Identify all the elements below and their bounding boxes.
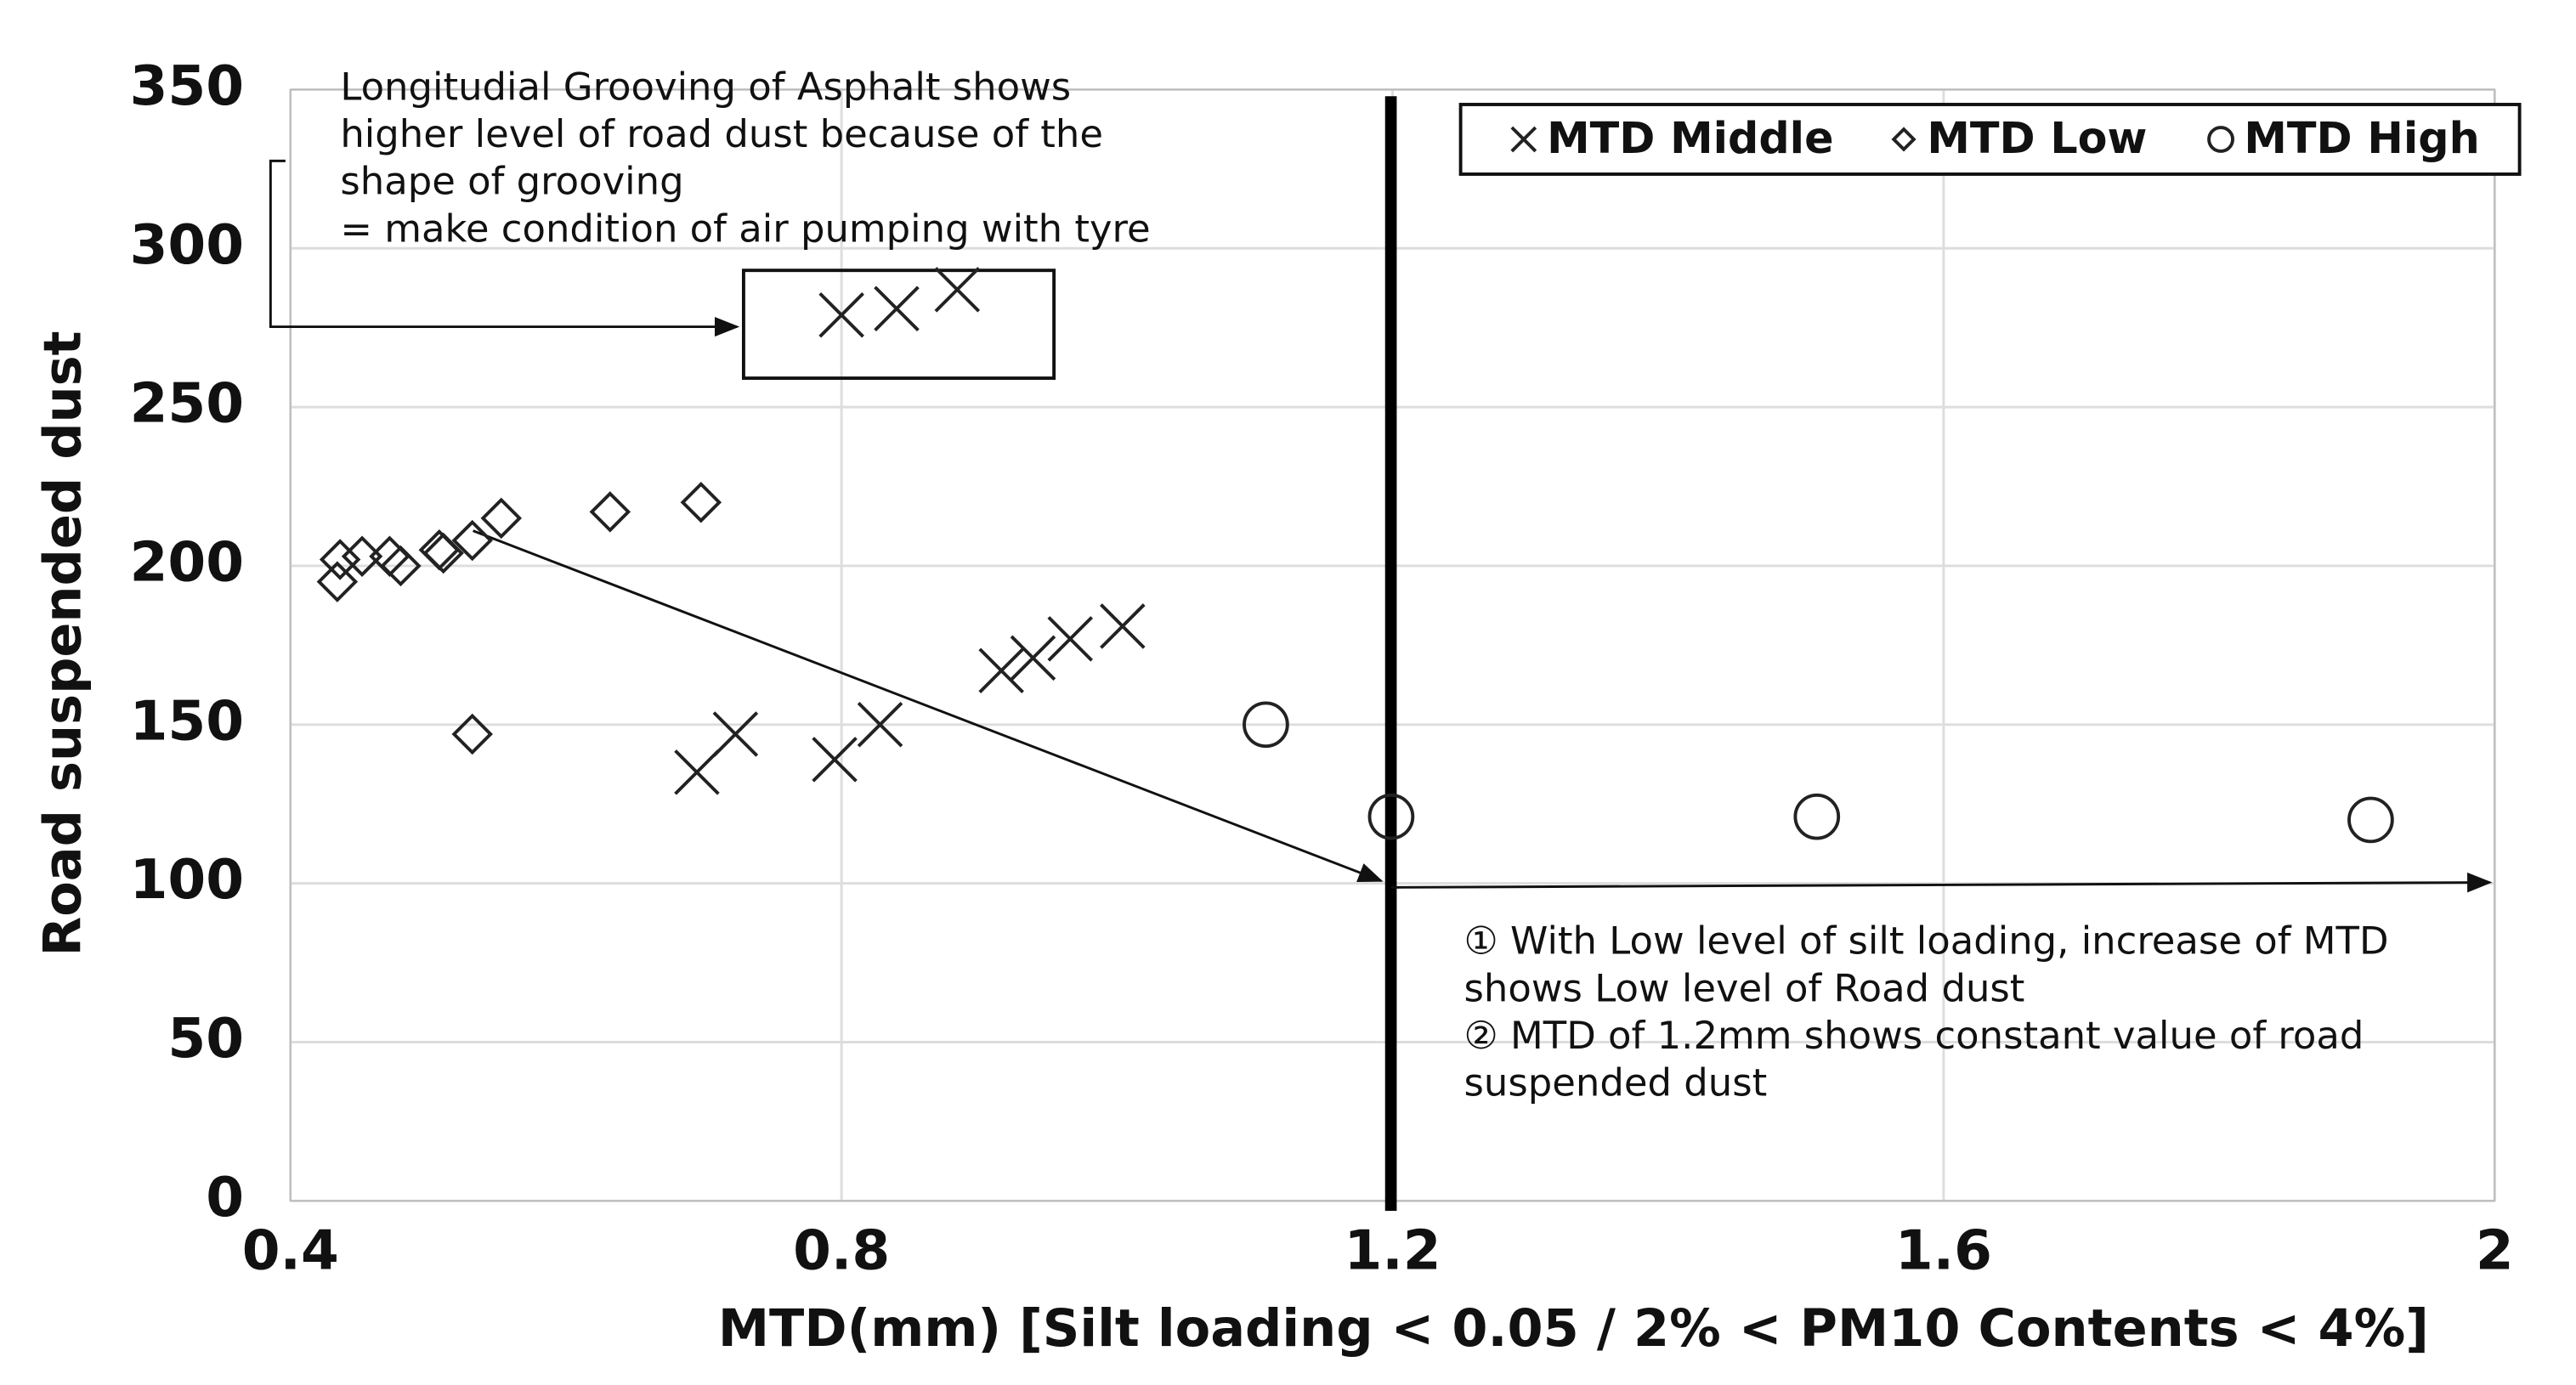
diamond-marker xyxy=(451,519,493,562)
highlight-box xyxy=(741,269,1056,381)
x-marker xyxy=(857,702,903,748)
trend-arrow xyxy=(473,529,1384,883)
annotation-text: Longitudial Grooving of Asphalt shows xyxy=(340,64,1071,109)
y-tick-label: 50 xyxy=(167,1007,244,1071)
circle-marker xyxy=(2347,796,2394,844)
legend-box xyxy=(1458,103,2522,176)
x-marker xyxy=(818,291,864,338)
y-axis-label: Road suspended dust xyxy=(34,331,93,956)
y-tick-label: 150 xyxy=(130,689,245,753)
diamond-marker xyxy=(680,481,722,523)
annotation-text: shape of grooving xyxy=(340,159,683,204)
y-tick-label: 100 xyxy=(130,848,245,912)
x-tick-label: 2 xyxy=(2476,1218,2514,1282)
x-marker xyxy=(934,267,981,313)
diamond-marker xyxy=(422,532,464,574)
annotation-text: = make condition of air pumping with tyr… xyxy=(340,206,1150,251)
marks xyxy=(316,267,2394,844)
x-tick-label: 1.6 xyxy=(1895,1218,1992,1282)
x-marker xyxy=(1047,616,1094,662)
x-marker xyxy=(978,647,1024,694)
x-marker xyxy=(1010,635,1056,681)
legend-label: MTD Middle xyxy=(1547,113,1833,163)
legend-symbol xyxy=(1891,127,1916,152)
x-marker xyxy=(712,711,759,757)
diamond-marker xyxy=(480,497,523,540)
annotation-arrow xyxy=(269,159,740,337)
annotation-text: ② MTD of 1.2mm shows constant value of r… xyxy=(1464,1013,2364,1058)
x-marker xyxy=(812,737,858,783)
diamond-marker xyxy=(589,491,631,533)
diamond-marker xyxy=(341,535,383,577)
y-tick-label: 200 xyxy=(130,531,245,595)
legend-label: MTD Low xyxy=(1927,113,2147,163)
x-marker xyxy=(674,749,720,795)
x-tick-label: 1.2 xyxy=(1344,1218,1441,1282)
diamond-marker xyxy=(451,713,493,755)
y-tick-label: 350 xyxy=(130,54,245,118)
y-tick-label: 250 xyxy=(130,372,245,436)
annotation-text: higher level of road dust because of the xyxy=(340,111,1103,156)
circle-marker xyxy=(1243,701,1289,749)
circle-marker xyxy=(1793,793,1841,840)
x-axis-label: MTD(mm) [Silt loading < 0.05 / 2% < PM10… xyxy=(718,1299,2429,1359)
legend-label: MTD High xyxy=(2244,113,2479,163)
annotation-text: suspended dust xyxy=(1464,1060,1768,1105)
legend-symbol xyxy=(2207,126,2234,153)
legend-symbol xyxy=(1510,126,1537,153)
constant-arrow xyxy=(1390,872,2493,893)
diamond-marker xyxy=(316,561,359,602)
y-tick-label: 300 xyxy=(130,213,245,277)
diamond-marker xyxy=(380,545,422,587)
x-tick-label: 0.4 xyxy=(242,1218,339,1282)
diamond-marker xyxy=(319,539,361,580)
annotation-text: ① With Low level of silt loading, increa… xyxy=(1464,919,2389,964)
circle-marker xyxy=(1367,793,1415,840)
annotation-text: shows Low level of Road dust xyxy=(1464,965,2025,1010)
x-marker xyxy=(1100,603,1146,649)
x-tick-label: 0.8 xyxy=(793,1218,890,1282)
y-tick-label: 0 xyxy=(206,1166,244,1230)
x-marker xyxy=(874,285,920,332)
